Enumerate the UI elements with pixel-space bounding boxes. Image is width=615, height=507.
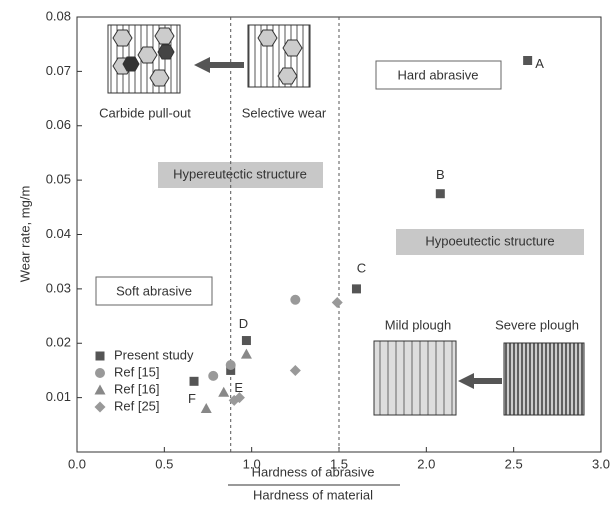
legend-label: Ref [25] — [114, 398, 160, 413]
marker — [290, 294, 301, 305]
x-axis-label: Hardness of material — [253, 487, 373, 502]
marker — [218, 386, 230, 397]
y-tick-label: 0.03 — [46, 280, 71, 295]
annotation: Hard abrasive — [398, 67, 479, 82]
marker — [189, 376, 199, 386]
point-label: B — [436, 167, 445, 182]
point-label: E — [234, 380, 243, 395]
illustration — [503, 342, 585, 416]
illustration-hexagons — [112, 27, 175, 87]
x-tick-label: 0.5 — [155, 456, 173, 471]
legend-marker — [94, 401, 106, 413]
x-tick-label: 0.0 — [68, 456, 86, 471]
arrow — [458, 373, 502, 389]
marker — [233, 392, 245, 404]
annotation: Mild plough — [385, 317, 452, 332]
x-tick-label: 2.5 — [505, 456, 523, 471]
marker — [225, 360, 236, 370]
x-tick-label: 1.0 — [243, 456, 261, 471]
marker — [226, 365, 236, 375]
legend-marker — [95, 351, 105, 361]
point-label: F — [188, 391, 196, 406]
legend-label: Present study — [114, 347, 194, 362]
y-tick-label: 0.07 — [46, 63, 71, 78]
annotation-box — [375, 60, 502, 90]
legend-marker — [94, 384, 106, 395]
annotation-box — [396, 229, 584, 255]
annotation: Carbide pull-out — [99, 105, 191, 120]
legend-label: Ref [15] — [114, 364, 160, 379]
arrow — [194, 57, 244, 73]
point-label: A — [535, 56, 544, 71]
y-tick-label: 0.02 — [46, 335, 71, 350]
marker — [435, 189, 445, 199]
y-tick-label: 0.06 — [46, 117, 71, 132]
marker — [240, 348, 252, 359]
y-tick-label: 0.04 — [46, 226, 71, 241]
annotation: Hypereutectic structure — [173, 166, 307, 181]
x-tick-label: 3.0 — [592, 456, 610, 471]
marker — [208, 370, 219, 381]
legend-label: Ref [16] — [114, 381, 160, 396]
marker — [523, 56, 533, 65]
marker — [331, 296, 343, 308]
illustration — [373, 340, 457, 416]
x-tick-label: 2.0 — [417, 456, 435, 471]
annotation: Hypoeutectic structure — [425, 233, 554, 248]
marker — [351, 284, 361, 294]
annotation: Selective wear — [242, 105, 327, 120]
annotation-box — [158, 162, 323, 188]
y-tick-label: 0.05 — [46, 172, 71, 187]
x-axis-label: Hardness of abrasive — [252, 464, 375, 479]
y-tick-label: 0.08 — [46, 8, 71, 23]
annotation: Severe plough — [495, 317, 579, 332]
point-label: C — [357, 260, 366, 275]
annotation: Soft abrasive — [116, 283, 192, 298]
illustration-hexagons — [257, 29, 303, 85]
marker — [241, 336, 251, 346]
x-tick-label: 1.5 — [330, 456, 348, 471]
point-label: D — [239, 316, 248, 331]
marker — [200, 403, 212, 413]
legend-marker — [95, 368, 105, 378]
y-tick-label: 0.01 — [46, 389, 71, 404]
y-axis-label: Wear rate, mg/m — [17, 186, 32, 283]
marker — [289, 364, 301, 376]
annotation-box — [95, 276, 213, 306]
